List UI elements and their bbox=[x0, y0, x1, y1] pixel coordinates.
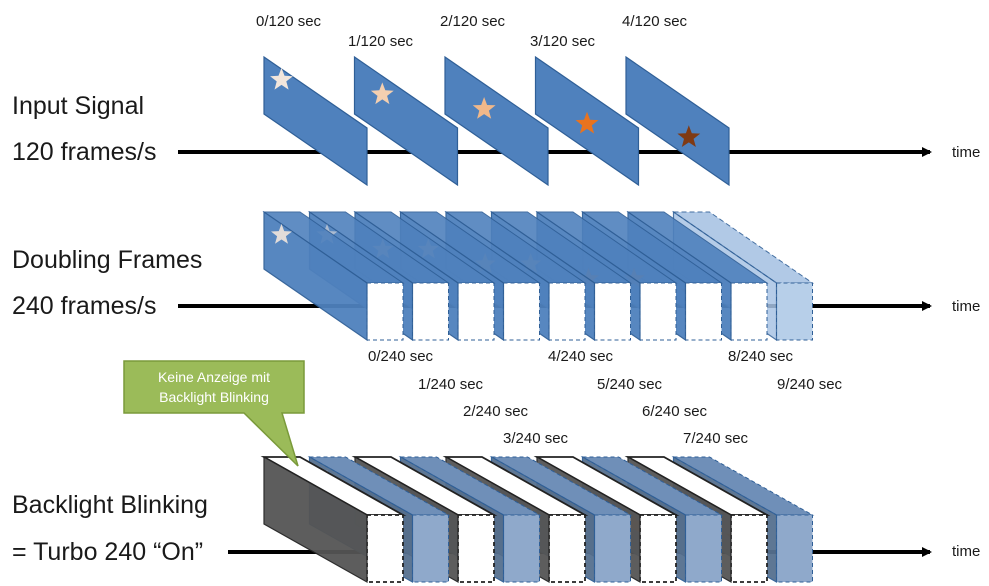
timestamp-120-3: 3/120 sec bbox=[530, 33, 596, 50]
star-icon bbox=[575, 111, 599, 134]
time-label-backlight: time bbox=[952, 543, 981, 560]
callout-line-1: Keine Anzeige mit bbox=[157, 369, 271, 385]
timestamp-240-7: 7/240 sec bbox=[683, 430, 749, 447]
frame-120-3 bbox=[534, 55, 640, 187]
input-signal-label: Input Signal bbox=[12, 92, 145, 120]
input-signal-frames bbox=[263, 55, 730, 187]
timestamp-240-3: 3/240 sec bbox=[503, 430, 569, 447]
frame-240-0 bbox=[262, 210, 405, 342]
backlight-label: Backlight Blinking bbox=[12, 491, 208, 519]
timestamp-120-0: 0/120 sec bbox=[256, 13, 322, 30]
star-icon bbox=[677, 125, 701, 147]
frame-120-4 bbox=[625, 55, 730, 187]
timestamp-120-2: 2/120 sec bbox=[440, 13, 506, 30]
star-icon bbox=[370, 82, 394, 105]
doubling-frames bbox=[262, 210, 815, 342]
timestamp-120-4: 4/120 sec bbox=[622, 13, 688, 30]
star-icon bbox=[270, 67, 293, 90]
timestamp-240-8: 8/240 sec bbox=[728, 348, 794, 365]
doubling-frames-label: Doubling Frames bbox=[12, 246, 203, 274]
turbo-label: = Turbo 240 “On” bbox=[12, 538, 204, 566]
star-icon bbox=[472, 97, 496, 119]
time-label-input: time bbox=[952, 144, 981, 161]
backlight-frames bbox=[260, 455, 815, 584]
timestamp-240-0: 0/240 sec bbox=[368, 348, 434, 365]
callout-line-2: Backlight Blinking bbox=[159, 389, 269, 405]
timestamp-240-1: 1/240 sec bbox=[418, 376, 484, 393]
callout-bubble bbox=[123, 360, 305, 467]
star-icon bbox=[271, 223, 292, 244]
doubling-rate-label: 240 frames/s bbox=[12, 292, 157, 320]
frame-120-1 bbox=[353, 55, 459, 187]
timestamp-240-6: 6/240 sec bbox=[642, 403, 708, 420]
timestamp-240-9: 9/240 sec bbox=[777, 376, 843, 393]
timestamp-120-1: 1/120 sec bbox=[348, 33, 414, 50]
timestamp-240-5: 5/240 sec bbox=[597, 376, 663, 393]
timestamp-240-2: 2/240 sec bbox=[463, 403, 529, 420]
input-rate-label: 120 frames/s bbox=[12, 138, 157, 166]
callout-text: Keine Anzeige mit Backlight Blinking bbox=[124, 361, 304, 413]
frame-120-2 bbox=[444, 55, 549, 187]
time-label-doubling: time bbox=[952, 298, 981, 315]
timestamp-240-4: 4/240 sec bbox=[548, 348, 614, 365]
frame-120-0 bbox=[263, 55, 368, 187]
